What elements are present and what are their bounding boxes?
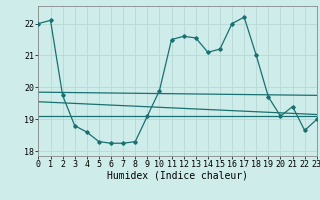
X-axis label: Humidex (Indice chaleur): Humidex (Indice chaleur) [107,171,248,181]
